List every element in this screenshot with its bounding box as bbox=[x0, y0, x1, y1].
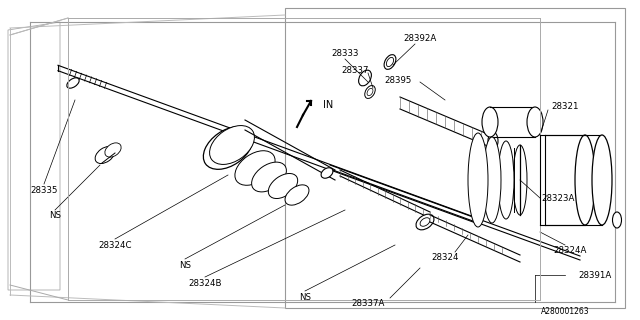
Ellipse shape bbox=[482, 107, 498, 137]
Text: 28324: 28324 bbox=[431, 253, 459, 262]
Ellipse shape bbox=[235, 151, 275, 185]
Text: 28323A: 28323A bbox=[541, 194, 575, 203]
Ellipse shape bbox=[612, 212, 621, 228]
Text: 28337: 28337 bbox=[341, 66, 369, 75]
Text: NS: NS bbox=[299, 292, 311, 301]
Text: 28324B: 28324B bbox=[188, 278, 221, 287]
Ellipse shape bbox=[204, 127, 253, 169]
Ellipse shape bbox=[468, 133, 488, 227]
Text: 28321: 28321 bbox=[551, 101, 579, 110]
Ellipse shape bbox=[358, 70, 371, 86]
Ellipse shape bbox=[285, 185, 309, 205]
Ellipse shape bbox=[387, 57, 394, 67]
Ellipse shape bbox=[384, 55, 396, 69]
Ellipse shape bbox=[365, 85, 375, 99]
Ellipse shape bbox=[575, 135, 595, 225]
Ellipse shape bbox=[209, 125, 255, 164]
Ellipse shape bbox=[67, 78, 79, 88]
Ellipse shape bbox=[252, 162, 286, 192]
Text: 28392A: 28392A bbox=[403, 34, 436, 43]
Ellipse shape bbox=[513, 145, 527, 215]
Ellipse shape bbox=[105, 143, 121, 157]
Text: 28324C: 28324C bbox=[99, 241, 132, 250]
Ellipse shape bbox=[527, 107, 543, 137]
Ellipse shape bbox=[416, 214, 434, 230]
Ellipse shape bbox=[321, 168, 333, 178]
Text: A280001263: A280001263 bbox=[541, 308, 589, 316]
Text: IN: IN bbox=[323, 100, 333, 110]
Text: 28337A: 28337A bbox=[351, 299, 385, 308]
Ellipse shape bbox=[483, 137, 501, 223]
Text: NS: NS bbox=[179, 260, 191, 269]
Ellipse shape bbox=[420, 218, 430, 226]
Text: 28333: 28333 bbox=[332, 49, 359, 58]
Text: 28335: 28335 bbox=[30, 186, 58, 195]
Text: NS: NS bbox=[49, 211, 61, 220]
Ellipse shape bbox=[268, 173, 298, 198]
Text: 28395: 28395 bbox=[384, 76, 412, 84]
Ellipse shape bbox=[367, 88, 373, 96]
Ellipse shape bbox=[488, 132, 498, 150]
Ellipse shape bbox=[592, 135, 612, 225]
Ellipse shape bbox=[95, 147, 115, 164]
Text: 28324A: 28324A bbox=[554, 245, 587, 254]
Ellipse shape bbox=[498, 141, 514, 219]
Text: 28391A: 28391A bbox=[579, 270, 612, 279]
